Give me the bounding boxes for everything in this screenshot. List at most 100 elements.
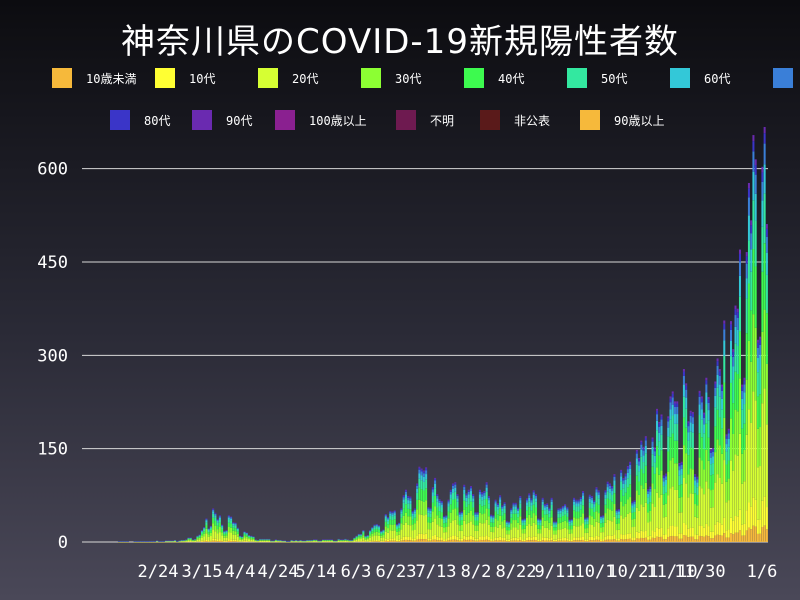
- bar-segment: [743, 384, 746, 393]
- bar-segment: [339, 541, 342, 542]
- bar-segment: [389, 515, 392, 520]
- bar-segment: [525, 505, 529, 511]
- bar-segment: [620, 539, 623, 542]
- bar-segment: [656, 527, 659, 537]
- bar-segment: [741, 483, 744, 525]
- bar-segment: [501, 537, 504, 541]
- bar-segment: [380, 537, 383, 541]
- bar-segment: [698, 404, 701, 415]
- bar-segment: [747, 409, 750, 503]
- bar-segment: [561, 507, 564, 510]
- bar-segment: [685, 483, 688, 525]
- bar-segment: [205, 524, 208, 529]
- bar-segment: [765, 252, 768, 275]
- bar-segment: [353, 539, 356, 541]
- bar-segment: [694, 504, 697, 517]
- bar-segment: [465, 497, 468, 502]
- bar-segment: [409, 500, 412, 504]
- bar-segment: [694, 539, 697, 542]
- bar-segment: [676, 440, 679, 464]
- bar-segment: [624, 534, 627, 540]
- bar-segment: [189, 539, 192, 541]
- bar-segment: [543, 510, 546, 515]
- bar-segment: [550, 497, 553, 499]
- bar-segment: [496, 527, 499, 538]
- bar-segment: [362, 535, 365, 538]
- bar-segment: [555, 530, 558, 535]
- bar-segment: [427, 522, 430, 530]
- bar-segment: [315, 541, 318, 542]
- bar-segment: [523, 520, 526, 523]
- bar-segment: [413, 508, 416, 509]
- bar-segment: [411, 513, 414, 516]
- bar-segment: [517, 507, 520, 509]
- bar-segment: [537, 541, 540, 542]
- bar-segment: [416, 484, 419, 486]
- bar-segment: [250, 539, 253, 542]
- bar-segment: [230, 520, 233, 524]
- bar-segment: [671, 404, 674, 416]
- bar-segment: [671, 525, 674, 536]
- bar-segment: [736, 308, 739, 313]
- bar-segment: [694, 534, 697, 540]
- bar-segment: [608, 499, 611, 510]
- bar-segment: [440, 526, 443, 538]
- bar-segment: [525, 499, 529, 501]
- bar-segment: [375, 526, 378, 530]
- bar-segment: [460, 514, 463, 517]
- bar-segment: [682, 384, 685, 397]
- bar-segment: [624, 539, 627, 542]
- bar-segment: [703, 412, 706, 415]
- bar-segment: [703, 494, 706, 528]
- bar-segment: [579, 540, 582, 542]
- bar-segment: [521, 529, 524, 534]
- bar-segment: [481, 506, 484, 515]
- bar-segment: [557, 529, 560, 539]
- bar-segment: [606, 535, 609, 540]
- bar-segment: [620, 470, 623, 473]
- bar-segment: [709, 538, 712, 542]
- bar-segment: [644, 530, 647, 538]
- bar-segment: [687, 528, 690, 538]
- bar-segment: [485, 482, 488, 484]
- bar-segment: [761, 500, 764, 527]
- bar-segment: [198, 535, 201, 537]
- bar-segment: [566, 507, 569, 508]
- bar-segment: [416, 483, 419, 485]
- bar-segment: [465, 494, 468, 496]
- bar-segment: [490, 526, 493, 532]
- bar-segment: [579, 509, 582, 517]
- bar-segment: [371, 529, 374, 532]
- bar-segment: [656, 408, 659, 411]
- bar-segment: [765, 274, 768, 314]
- bar-segment: [532, 498, 535, 505]
- bar-segment: [669, 419, 672, 438]
- bar-segment: [723, 340, 726, 356]
- bar-segment: [452, 484, 455, 486]
- bar-segment: [615, 540, 618, 542]
- bar-segment: [626, 487, 629, 500]
- bar-segment: [411, 540, 414, 542]
- bar-segment: [360, 535, 363, 537]
- bar-segment: [525, 502, 529, 506]
- bar-segment: [593, 500, 596, 501]
- bar-segment: [763, 309, 766, 389]
- bar-segment: [528, 540, 531, 542]
- bar-segment: [537, 522, 540, 525]
- bar-segment: [615, 518, 618, 524]
- bar-segment: [216, 519, 219, 520]
- bar-segment: [660, 414, 663, 417]
- bar-segment: [559, 529, 562, 539]
- bar-segment: [384, 516, 387, 519]
- bar-segment: [689, 422, 692, 432]
- bar-segment: [413, 513, 416, 518]
- bar-segment: [456, 496, 459, 499]
- bar-segment: [196, 536, 199, 538]
- bar-segment: [404, 539, 407, 542]
- bar-segment: [653, 448, 656, 452]
- bar-segment: [732, 534, 735, 542]
- bar-segment: [721, 453, 724, 484]
- bar-segment: [756, 339, 759, 343]
- bar-segment: [532, 522, 535, 537]
- bar-segment: [369, 531, 372, 533]
